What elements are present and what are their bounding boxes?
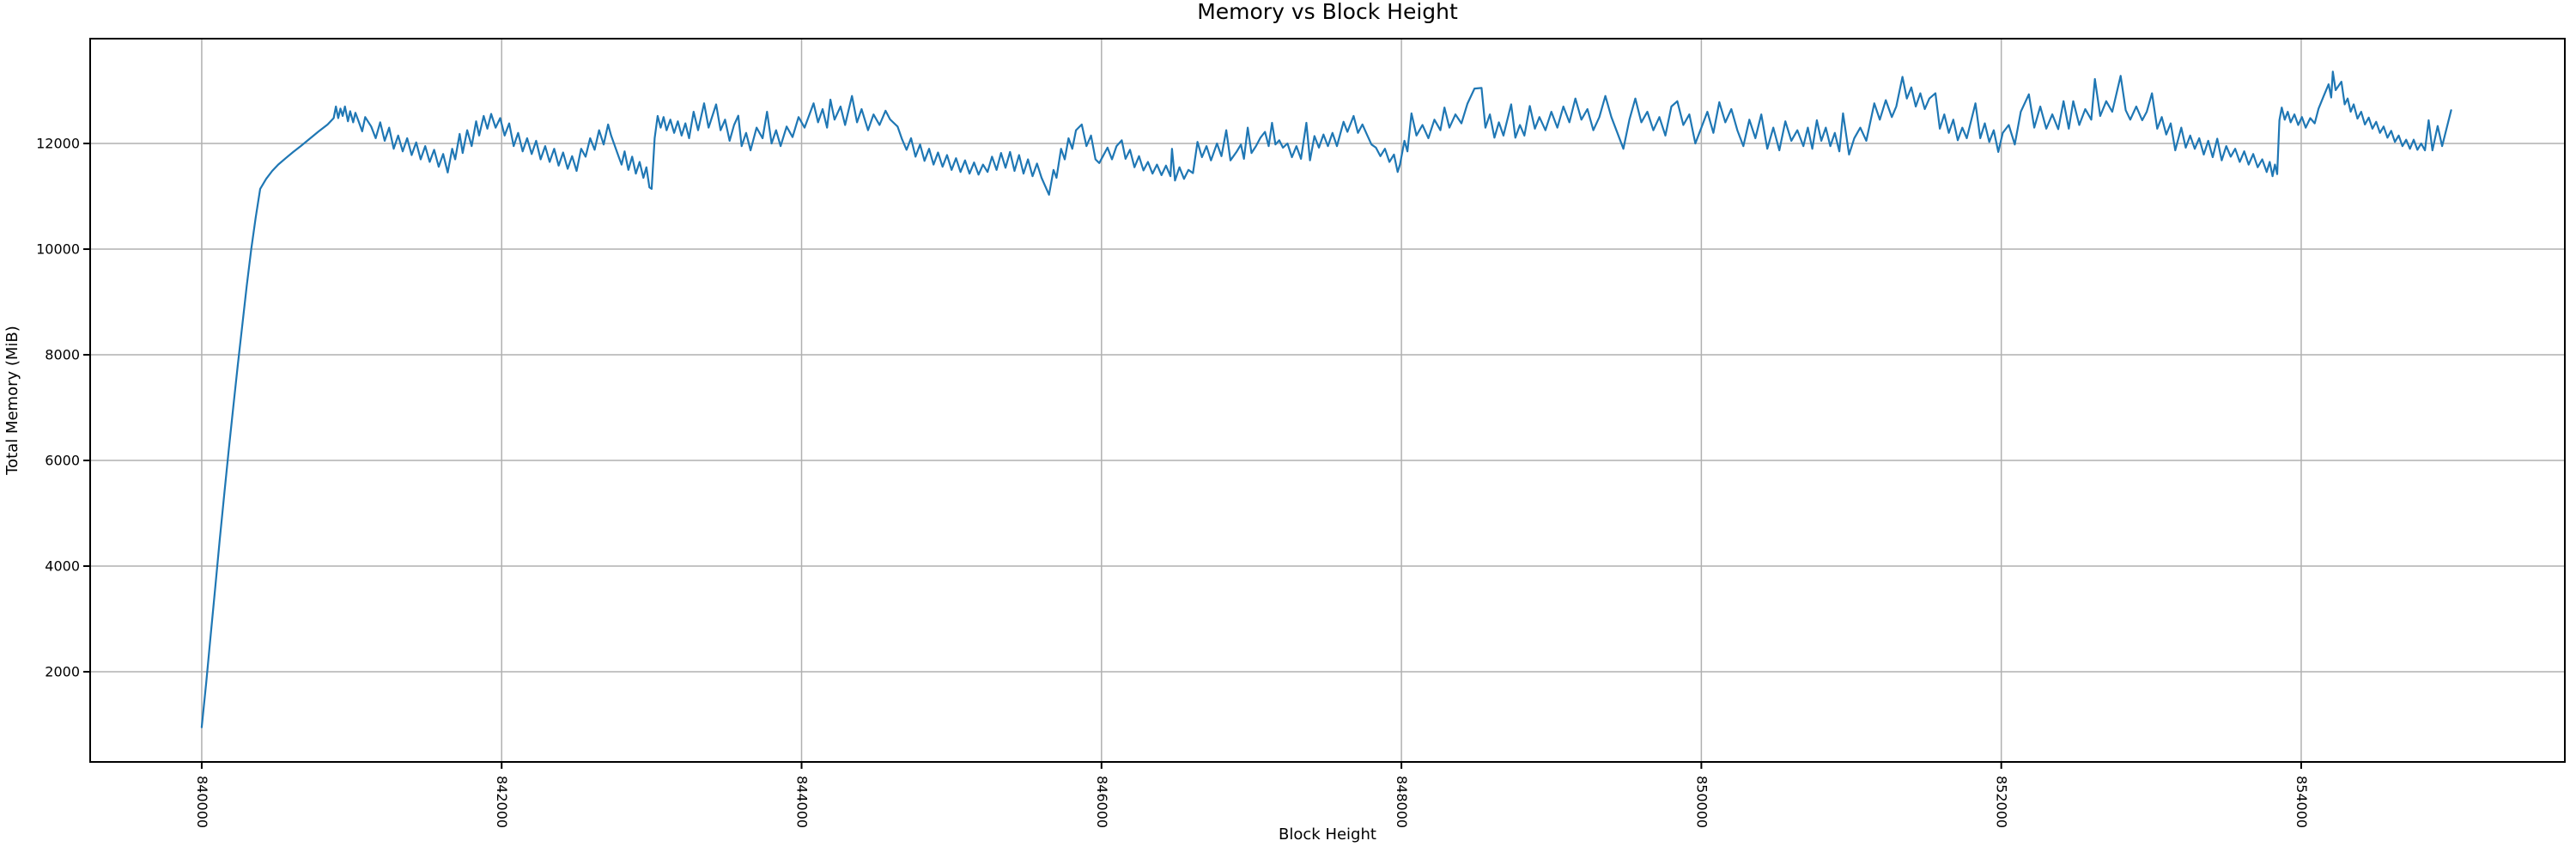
x-tick-label: 840000 <box>194 776 210 828</box>
y-axis-label: Total Memory (MiB) <box>3 326 21 476</box>
y-tick-label: 8000 <box>45 347 80 363</box>
tick-labels: 840000 842000 844000 846000 848000 850000 8520… <box>36 136 2310 829</box>
x-tick-label: 846000 <box>1094 776 1110 828</box>
x-tick-label: 854000 <box>2293 776 2310 828</box>
y-tick-label: 4000 <box>45 558 80 575</box>
y-tick-label: 6000 <box>45 453 80 469</box>
x-tick-label: 844000 <box>794 776 811 828</box>
x-tick-label: 850000 <box>1693 776 1710 828</box>
x-tick-label: 848000 <box>1394 776 1410 828</box>
x-tick-label: 842000 <box>494 776 510 828</box>
memory-line <box>200 70 2452 728</box>
x-tick-label: 852000 <box>1994 776 2010 828</box>
y-tick-label: 12000 <box>36 136 80 152</box>
chart-title: Memory vs Block Height <box>1197 0 1458 24</box>
y-tick-label: 10000 <box>36 241 80 258</box>
x-axis-label: Block Height <box>1279 825 1376 844</box>
memory-series <box>200 70 2452 728</box>
plot-border <box>89 38 2566 763</box>
axes-spines <box>89 38 2566 763</box>
y-tick-label: 2000 <box>45 664 80 680</box>
